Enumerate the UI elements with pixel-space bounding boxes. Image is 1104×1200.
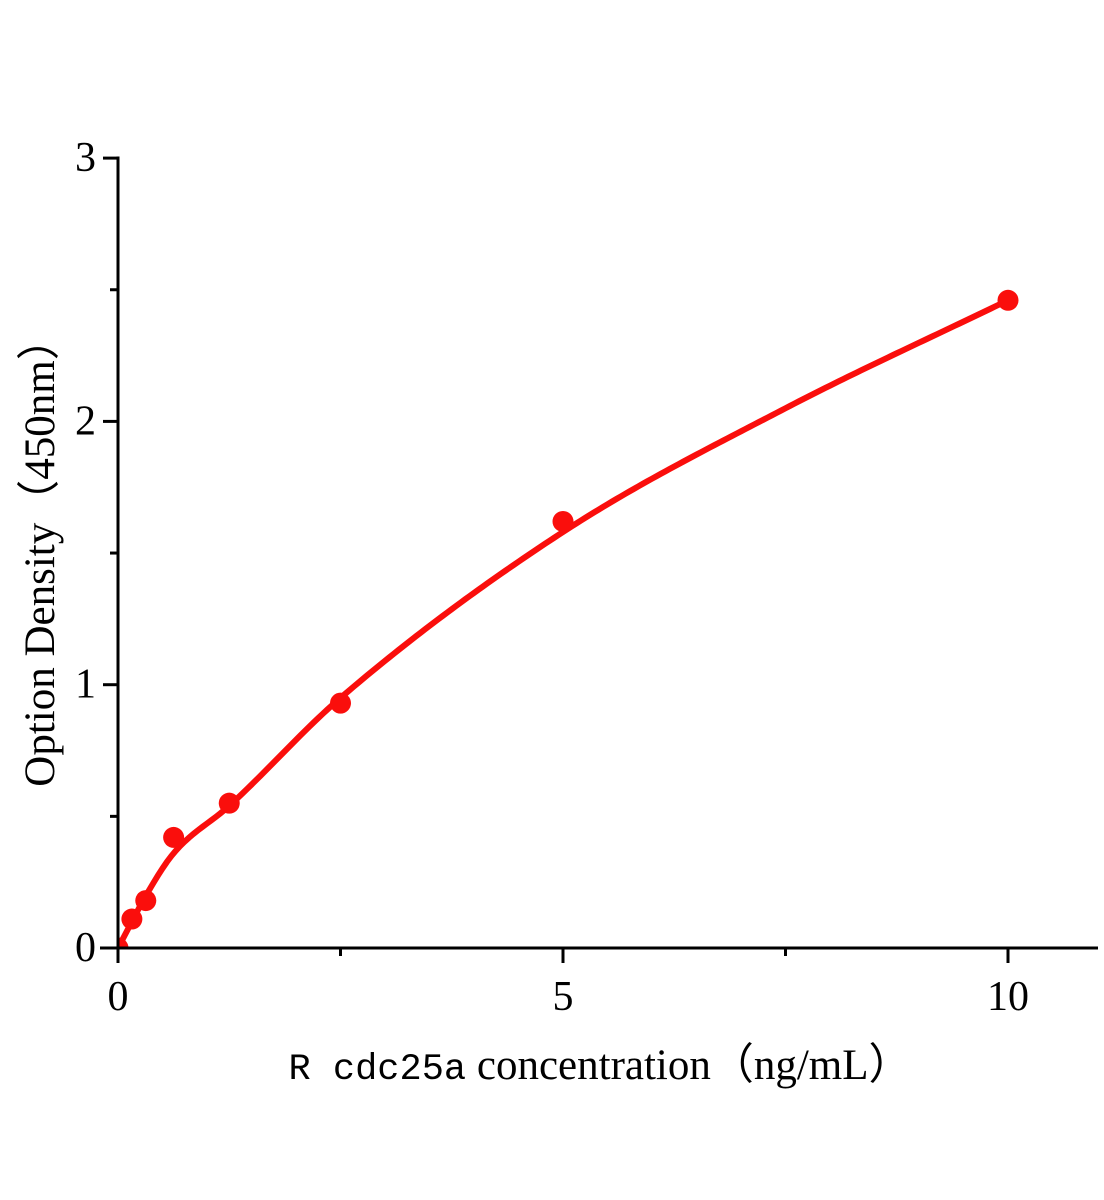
data-point [997, 289, 1019, 311]
data-point [163, 826, 185, 848]
x-tick-label: 10 [987, 974, 1029, 1020]
y-tick-label: 3 [75, 135, 96, 181]
data-point [121, 908, 143, 930]
data-point [218, 792, 240, 814]
y-tick-label: 1 [75, 662, 96, 708]
data-point [552, 510, 574, 532]
y-axis-title: Option Density（450nm） [5, 102, 64, 1002]
data-point [330, 692, 351, 714]
x-tick-label: 0 [108, 974, 129, 1020]
x-axis-title-units: concentration（ng/mL） [466, 1042, 912, 1089]
x-tick-label: 5 [553, 974, 574, 1020]
y-tick-label: 2 [75, 398, 96, 444]
data-point [119, 937, 129, 947]
x-axis-title: R cdc25a concentration（ng/mL） [0, 1030, 1104, 1092]
y-axis-title-text: Option Density（450nm） [17, 317, 64, 787]
y-tick-label: 0 [75, 925, 96, 971]
plot-area [119, 289, 1019, 947]
axes [100, 156, 1098, 963]
data-point [135, 890, 157, 912]
fit-curve [119, 297, 1011, 947]
x-axis-title-prefix: R cdc25a [288, 1049, 467, 1091]
